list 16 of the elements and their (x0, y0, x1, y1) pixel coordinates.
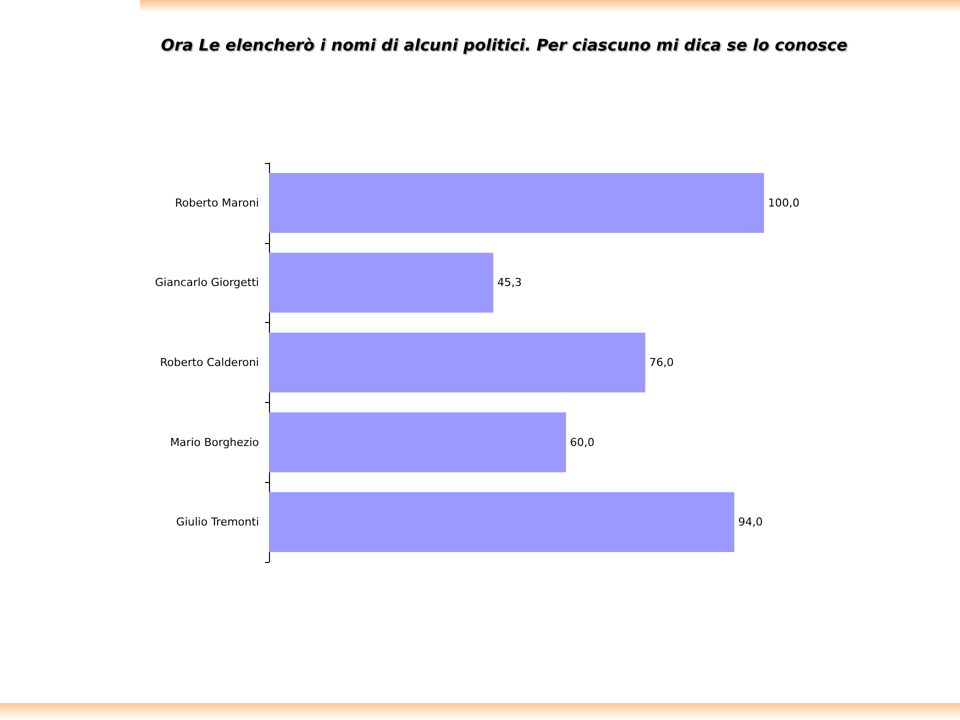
bar (269, 332, 646, 392)
data-label: 76,0 (649, 356, 674, 369)
y-tick-label: Giancarlo Giorgetti (155, 276, 259, 290)
bar (269, 412, 566, 472)
y-tick-label: Roberto Maroni (175, 196, 259, 210)
data-label: 94,0 (738, 516, 763, 529)
y-tick-label: Giulio Tremonti (176, 516, 259, 529)
data-label: 60,0 (570, 436, 594, 449)
bar (269, 252, 494, 313)
data-label: 100,0 (768, 196, 800, 210)
chart-title: Ora Le elencherò i nomi di alcuni politici. Per ciascuno mi dica se lo conosce (160, 36, 848, 54)
bar (269, 172, 764, 233)
bar (269, 492, 734, 552)
data-label: 45,3 (497, 276, 522, 290)
y-tick-label: Mario Borghezio (170, 436, 260, 449)
y-tick-label: Roberto Calderoni (160, 356, 259, 369)
